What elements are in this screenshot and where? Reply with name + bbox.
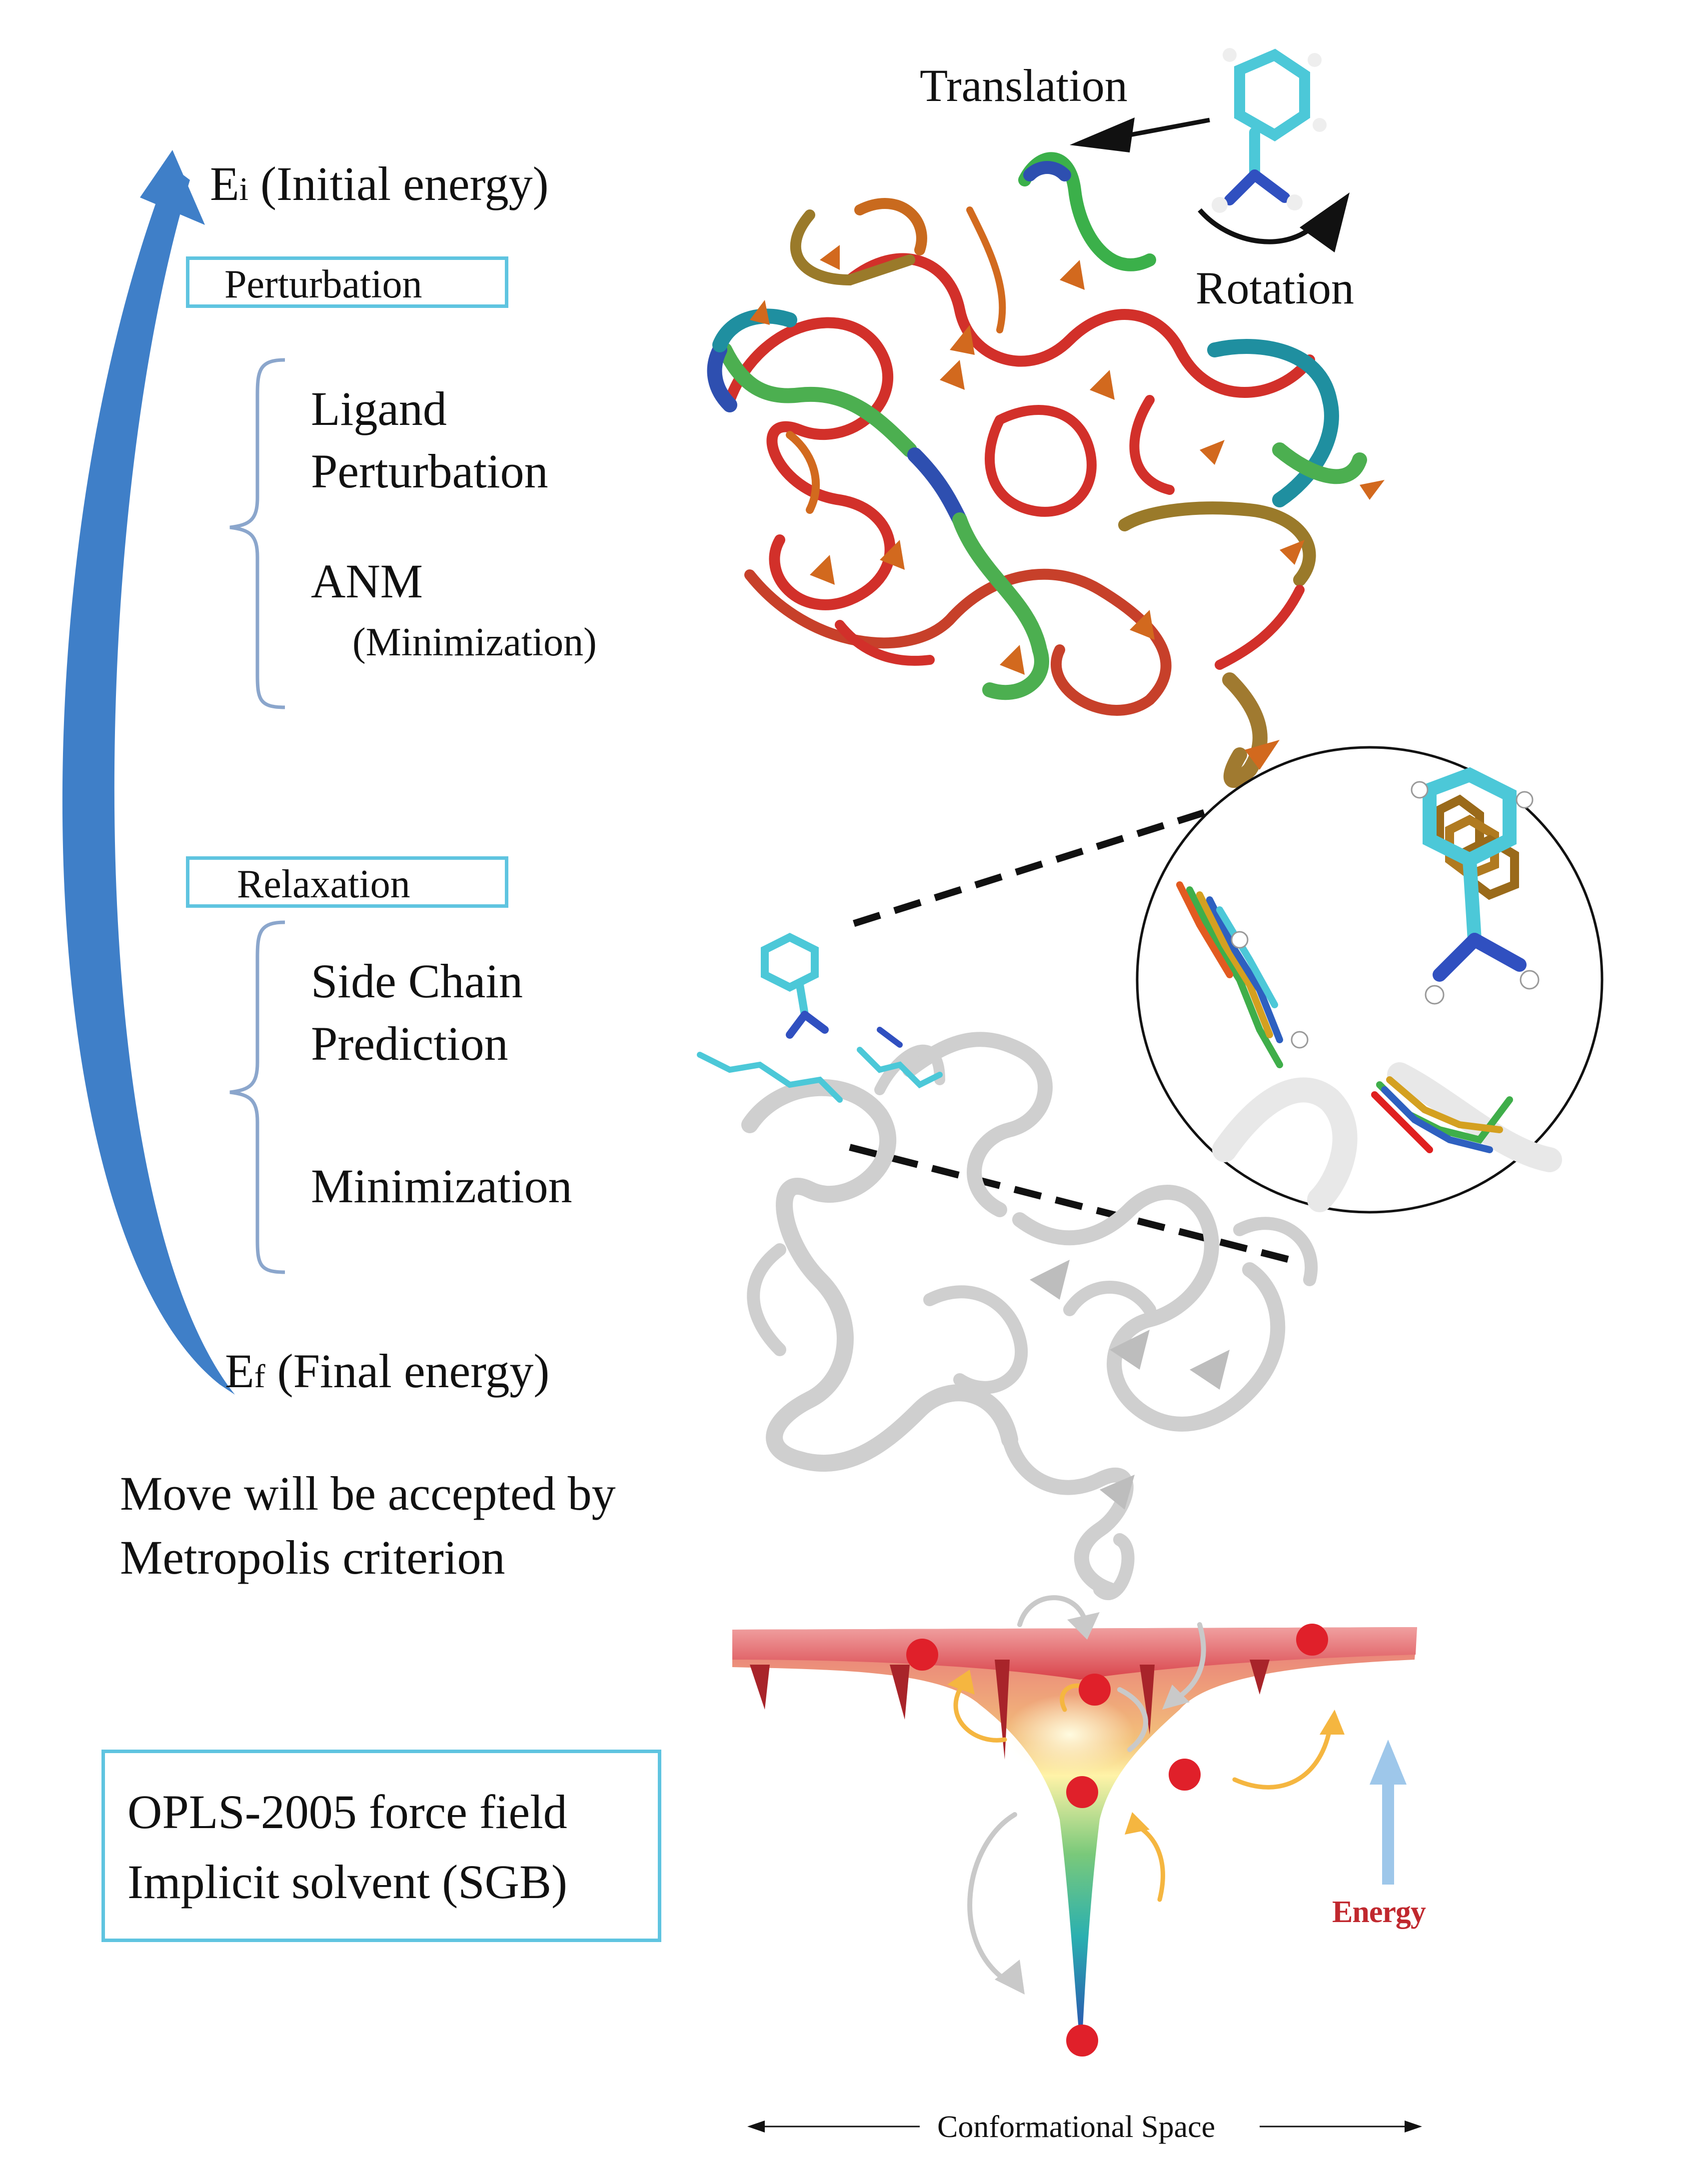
ligand-perturbation-label: Perturbation [311, 444, 548, 498]
final-energy-subscript: f [254, 1358, 265, 1395]
acceptance-line-1: Move will be accepted by [120, 1467, 616, 1520]
protein-anm-structure [707, 152, 1367, 788]
forcefield-box: OPLS-2005 force field Implicit solvent (… [101, 1750, 661, 1942]
zoom-dashed-line-top [848, 796, 1246, 928]
landscape-gray-arrows [967, 1595, 1206, 1982]
conformational-space-label: Conformational Space [937, 2110, 1216, 2144]
side-chain-label: Side Chain [311, 954, 523, 1008]
minimization-label: Minimization [311, 1159, 572, 1213]
ligand-label: Ligand [311, 382, 447, 435]
energy-arrowhead-icon [1370, 1740, 1407, 1785]
cycle-arrow [62, 165, 235, 1395]
final-energy-label: Ef (Final energy) [225, 1347, 549, 1395]
energy-landscape [732, 1627, 1417, 2040]
final-energy-text: (Final energy) [265, 1344, 550, 1398]
zoom-dashed-line-bottom [849, 1144, 1291, 1263]
axis-right-arrowhead-icon [1405, 2121, 1422, 2133]
energy-label: Energy [1332, 1895, 1426, 1929]
relaxation-title: Relaxation [237, 862, 410, 906]
rotation-label: Rotation [1196, 262, 1354, 313]
ligand-molecule-top [1212, 48, 1327, 213]
cycle-arrowhead-icon [140, 150, 205, 225]
acceptance-line-2: Metropolis criterion [120, 1531, 505, 1584]
prediction-label: Prediction [311, 1017, 508, 1070]
zoom-inset [1136, 746, 1604, 1214]
initial-energy-subscript: i [239, 171, 248, 207]
rotation-arrowhead-icon [1300, 192, 1350, 252]
perturbation-box: Perturbation [186, 256, 508, 308]
side-chains [697, 1027, 943, 1103]
translation-arrowhead-icon [1070, 117, 1135, 152]
forcefield-line-2: Implicit solvent (SGB) [127, 1855, 567, 1909]
perturbation-title: Perturbation [224, 262, 422, 306]
anm-arrows [750, 245, 1385, 770]
ribbon-sheet-arrows [1030, 1260, 1230, 1510]
relaxation-brace [229, 920, 285, 1274]
initial-energy-label: Ei (Initial energy) [210, 160, 549, 208]
rotation-arrow [1198, 208, 1322, 244]
forcefield-line-1: OPLS-2005 force field [127, 1785, 567, 1839]
axis-left-arrowhead-icon [747, 2121, 765, 2133]
final-energy-symbol: E [225, 1344, 254, 1398]
perturbation-brace [229, 358, 285, 709]
initial-energy-text: (Initial energy) [248, 157, 549, 210]
anm-label: ANM [311, 554, 423, 608]
translation-label: Translation [920, 60, 1128, 111]
minima-dots [906, 1624, 1328, 2057]
relaxation-box: Relaxation [186, 856, 508, 908]
initial-energy-symbol: E [210, 157, 239, 210]
translation-arrow [1129, 117, 1210, 137]
ligand-molecule-docked [761, 933, 829, 1039]
anm-minimization-label: (Minimization) [352, 620, 597, 664]
